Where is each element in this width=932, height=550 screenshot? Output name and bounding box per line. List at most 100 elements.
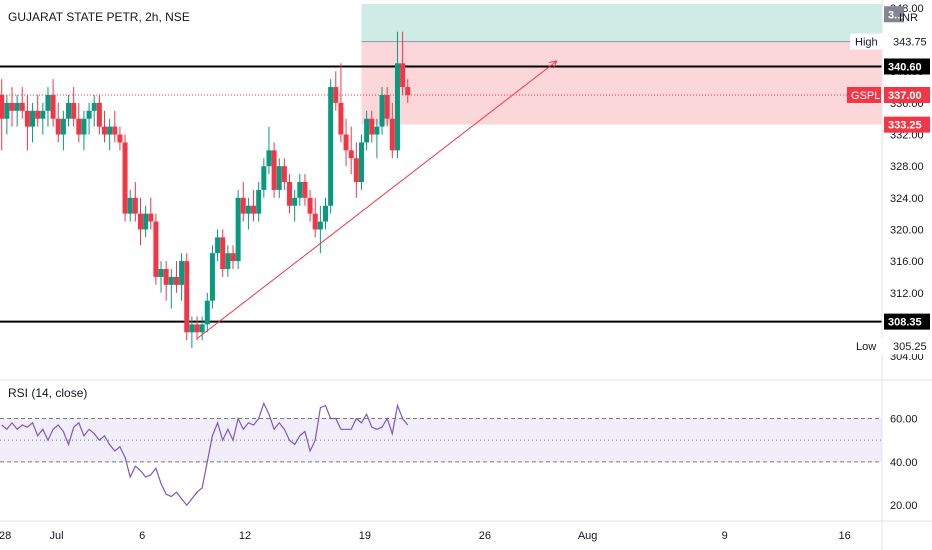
price-tick-label: 312.00 — [890, 288, 924, 300]
candle-body — [245, 205, 251, 214]
candle-body — [45, 94, 51, 111]
candle-body — [364, 118, 370, 143]
candle-body — [112, 126, 118, 135]
candle-body — [312, 213, 318, 230]
trendline[interactable] — [196, 60, 558, 340]
resistance-price-label-bg — [884, 58, 930, 75]
rsi-line — [1, 401, 409, 507]
candle-body — [0, 94, 5, 119]
position-zones — [361, 4, 882, 125]
candle-body — [81, 118, 87, 135]
candle-body — [256, 189, 262, 214]
candle-body — [230, 253, 236, 262]
rsi-title: RSI (14, close) — [8, 386, 87, 400]
candle-body — [76, 118, 82, 135]
time-tick-label: 6 — [139, 530, 145, 542]
candle-body — [297, 182, 303, 198]
time-tick-label: 26 — [479, 530, 491, 542]
candle-body — [199, 324, 205, 333]
candle-body — [148, 213, 154, 222]
candle-body — [66, 102, 72, 119]
candle-body — [353, 158, 359, 182]
chart-title: GUJARAT STATE PETR, 2h, NSE — [8, 10, 190, 24]
candle-body — [40, 110, 46, 119]
candle-body — [328, 87, 334, 206]
candle-body — [143, 213, 149, 230]
rsi-axis[interactable]: 20.00 40.00 60.00 — [890, 414, 918, 513]
rsi-tick-label: 20.00 — [890, 500, 918, 512]
stop-price-label-bg — [884, 116, 930, 133]
target-zone — [361, 4, 882, 42]
high-tag-text: High — [855, 37, 878, 49]
candle-body — [173, 276, 179, 285]
candle-body — [117, 134, 123, 143]
candle-body — [251, 205, 257, 214]
trendline-group[interactable] — [196, 60, 558, 340]
candle-body — [400, 63, 406, 88]
time-tick-label: 28 — [0, 530, 11, 542]
candle-body — [281, 166, 287, 182]
candle-body — [168, 276, 174, 285]
candle-body — [271, 150, 277, 190]
symbol-tag: GSPL — [851, 90, 880, 102]
time-axis[interactable]: 28 Jul 6 12 19 26 Aug 9 16 — [0, 530, 851, 542]
candle-body — [189, 324, 195, 333]
candle-body — [215, 237, 221, 254]
candle-body — [55, 118, 61, 135]
target-price-label: 3... — [888, 9, 903, 21]
currency-label: INR — [899, 12, 918, 24]
stop-price-label: 333.25 — [888, 120, 922, 132]
time-tick-label: 12 — [239, 530, 251, 542]
candle-body — [71, 102, 77, 119]
current-price-label: 337.00 — [888, 90, 922, 102]
candle-body — [240, 197, 246, 214]
low-tag-bg — [850, 338, 930, 355]
candle-body — [384, 94, 390, 119]
candle-body — [127, 197, 133, 214]
candle-body — [343, 134, 349, 151]
candle-body — [220, 237, 226, 270]
candle-body — [137, 213, 143, 230]
target-price-label-bg — [884, 6, 904, 23]
time-tick-label: Jul — [50, 530, 64, 542]
candle-body — [338, 102, 344, 135]
candle-body — [287, 182, 293, 206]
low-tag-value: 305.25 — [893, 341, 927, 353]
price-tick-label: 328.00 — [890, 161, 924, 173]
high-tag-value: 343.75 — [893, 37, 927, 49]
candle-body — [209, 253, 215, 301]
candle-body — [307, 197, 313, 214]
candle-body — [323, 205, 329, 222]
support-price-label-bg — [884, 313, 930, 330]
candle-body — [225, 253, 231, 270]
candle-body — [4, 102, 10, 119]
candle-body — [394, 63, 400, 151]
candle-body — [14, 102, 20, 111]
time-tick-label: Aug — [578, 530, 598, 542]
candle-body — [60, 118, 66, 135]
candle-body — [333, 87, 339, 103]
candle-body — [358, 142, 364, 182]
stop-zone — [361, 41, 882, 125]
candle-body — [122, 142, 128, 214]
candle-body — [9, 102, 15, 111]
rsi-tick-label: 60.00 — [890, 414, 918, 426]
candle-body — [163, 269, 169, 285]
candle-body — [102, 126, 108, 135]
candle-body — [405, 87, 411, 95]
candle-body — [266, 150, 272, 167]
candle-body — [374, 126, 380, 135]
price-labels: 340.60 308.35 333.25 337.00 3... GSPL High 343.… — [847, 6, 930, 355]
candle-body — [292, 197, 298, 206]
candle-body — [389, 118, 395, 151]
rsi-tick-label: 40.00 — [890, 457, 918, 469]
time-tick-label: 16 — [838, 530, 850, 542]
price-tick-label: 316.00 — [890, 256, 924, 268]
candle-body — [348, 150, 354, 159]
candle-body — [276, 166, 282, 190]
candle-body — [132, 197, 138, 214]
candle-body — [107, 126, 113, 135]
time-tick-label: 9 — [722, 530, 728, 542]
candle-body — [86, 110, 92, 119]
